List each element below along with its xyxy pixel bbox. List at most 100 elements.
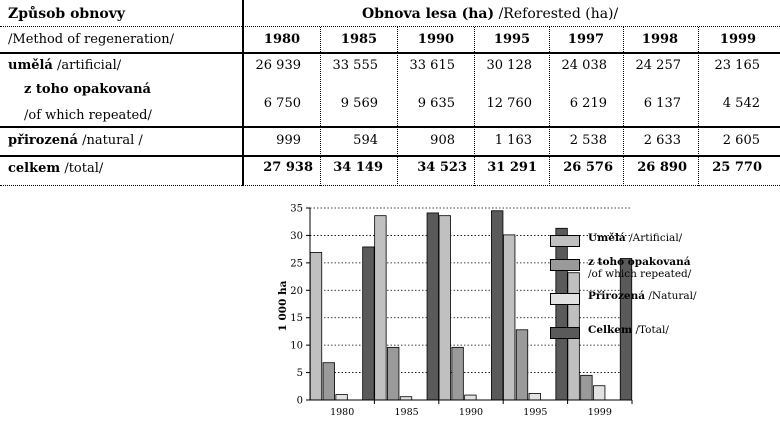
table-cell: 6 750 xyxy=(263,96,301,111)
bar-1990-2 xyxy=(464,394,477,401)
rule-col-label xyxy=(242,0,244,186)
rule-col xyxy=(698,27,699,186)
table-cell: 30 128 xyxy=(486,58,533,73)
rule-col xyxy=(549,27,550,186)
bar-1980-1 xyxy=(322,362,335,401)
bar-1995-3 xyxy=(555,227,568,401)
table-cell: 23 165 xyxy=(714,58,761,73)
total-cell: 25 770 xyxy=(712,160,762,175)
rule-col xyxy=(397,27,398,186)
total-cell: 26 576 xyxy=(563,160,613,175)
table-cell: 24 257 xyxy=(635,58,682,73)
row-label-total: celkem /total/ xyxy=(8,161,103,177)
header-reforested-cz: Obnova lesa (ha) xyxy=(362,6,495,22)
row-label-plain: /artificial/ xyxy=(56,58,122,73)
legend-swatch xyxy=(550,259,580,271)
year-header: 1985 xyxy=(340,32,378,47)
table-cell: 12 760 xyxy=(486,96,533,111)
row-label-natural: přirozená /natural / xyxy=(8,133,143,149)
rule-header xyxy=(0,52,780,54)
table-cell: 9 569 xyxy=(340,96,378,111)
table-cell: 33 555 xyxy=(332,58,379,73)
row-label-plain: /natural / xyxy=(82,133,143,148)
table-cell: 4 542 xyxy=(722,96,760,111)
table-cell: 6 137 xyxy=(643,96,681,111)
legend-label: Přirozená /Natural/ xyxy=(588,290,697,302)
rule-subheader xyxy=(0,26,780,27)
chart-grid xyxy=(310,207,632,373)
bar-1985-3 xyxy=(426,212,439,401)
reforestation-table: Způsob obnovy /Method of regeneration/ O… xyxy=(0,0,780,190)
chart-bars xyxy=(309,210,633,401)
bar-1985-1 xyxy=(387,346,400,401)
y-tick-label: 30 xyxy=(290,231,303,242)
total-cell: 31 291 xyxy=(487,160,537,175)
total-cell: 34 523 xyxy=(417,160,467,175)
table-cell: 908 xyxy=(430,133,455,148)
bar-1980-0 xyxy=(309,252,323,401)
total-cell: 26 890 xyxy=(637,160,687,175)
bar-1999-1 xyxy=(580,374,593,401)
legend-label: Umělá /Artificial/ xyxy=(588,232,683,244)
year-header: 1999 xyxy=(719,32,757,47)
row-label-plain: /total/ xyxy=(64,161,104,176)
legend-label: Celkem /Total/ xyxy=(588,324,669,336)
year-header: 1998 xyxy=(641,32,679,47)
header-reforested: Obnova lesa (ha) /Reforested (ha)/ xyxy=(362,6,618,22)
header-method-cz: Způsob obnovy xyxy=(8,6,125,22)
total-cell: 34 149 xyxy=(333,160,383,175)
bar-1999-2 xyxy=(593,385,606,401)
rule-col xyxy=(474,27,475,186)
legend-swatch xyxy=(550,235,580,247)
row-label-repeated-cz: z toho opakovaná xyxy=(24,82,151,97)
table-cell: 26 939 xyxy=(255,58,302,73)
chart-labels: 0 5 10 15 20 25 30 35 1980 1985 1990 1995 1999 xyxy=(290,204,612,419)
rule-col xyxy=(623,27,624,186)
row-label-repeated-en: /of which repeated/ xyxy=(24,108,152,123)
row-label-bold: umělá xyxy=(8,58,53,73)
table-cell: 9 635 xyxy=(417,96,455,111)
table-cell: 24 038 xyxy=(561,58,608,73)
y-tick-label: 20 xyxy=(290,286,303,297)
bar-1980-2 xyxy=(335,394,348,401)
y-axis-label: 1 000 ha xyxy=(277,280,289,331)
year-header: 1997 xyxy=(567,32,605,47)
table-cell: 2 538 xyxy=(569,133,607,148)
bar-chart: 0 5 10 15 20 25 30 35 1980 1985 1990 1995 1999 1 000… xyxy=(277,204,633,419)
bar-1985-0 xyxy=(374,215,387,401)
y-tick-label: 35 xyxy=(290,204,303,215)
legend-swatch xyxy=(550,327,580,339)
y-tick-label: 15 xyxy=(290,313,303,324)
bar-1990-1 xyxy=(451,346,464,401)
bar-1995-0 xyxy=(503,234,516,401)
bar-1995-1 xyxy=(515,329,529,401)
header-reforested-en: /Reforested (ha)/ xyxy=(498,6,619,22)
year-header: 1980 xyxy=(263,32,301,47)
x-tick-label: 1980 xyxy=(330,407,354,418)
rule-bottom xyxy=(0,185,780,186)
bar-1995-2 xyxy=(528,393,541,401)
legend-swatch xyxy=(550,293,580,305)
x-tick-label: 1999 xyxy=(588,407,612,418)
table-cell: 999 xyxy=(276,133,301,148)
table-cell: 1 163 xyxy=(494,133,532,148)
rule-col xyxy=(320,27,321,186)
year-header: 1995 xyxy=(493,32,531,47)
y-tick-label: 10 xyxy=(290,341,303,352)
table-cell: 6 219 xyxy=(569,96,607,111)
table-cell: 2 633 xyxy=(643,133,681,148)
bar-1990-3 xyxy=(491,210,504,401)
table-cell: 594 xyxy=(353,133,378,148)
year-header: 1990 xyxy=(417,32,455,47)
x-tick-label: 1985 xyxy=(395,407,419,418)
x-tick-label: 1995 xyxy=(523,407,547,418)
chart-axes xyxy=(306,207,633,404)
table-cell: 2 605 xyxy=(722,133,760,148)
y-tick-label: 25 xyxy=(290,258,303,269)
y-tick-label: 5 xyxy=(297,368,303,379)
y-tick-label: 0 xyxy=(297,396,303,407)
table-cell: 33 615 xyxy=(409,58,456,73)
x-tick-label: 1990 xyxy=(459,407,483,418)
rule-natural xyxy=(0,126,780,128)
bar-1990-0 xyxy=(438,215,451,401)
